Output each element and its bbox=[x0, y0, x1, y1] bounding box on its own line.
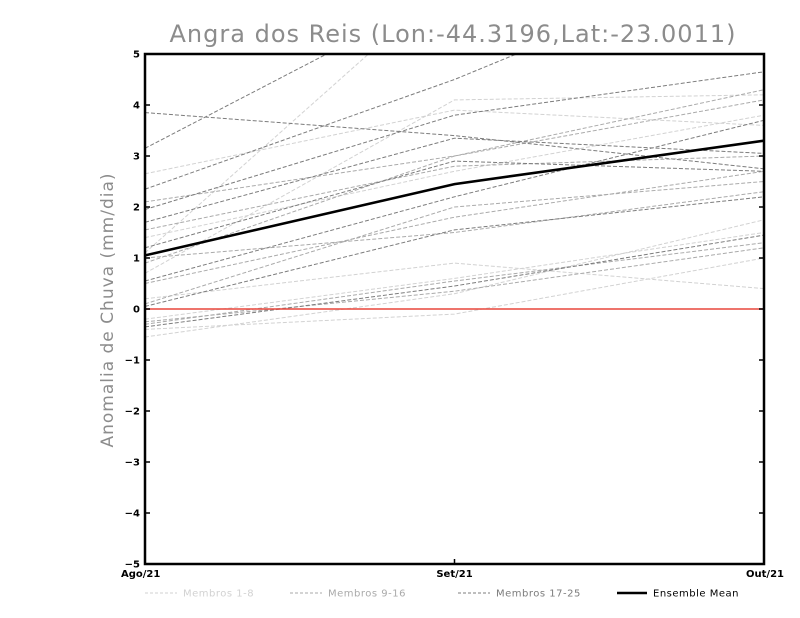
y-tick-label: 5 bbox=[133, 50, 140, 61]
legend-label: Ensemble Mean bbox=[653, 589, 739, 600]
member-line-20 bbox=[145, 71, 764, 210]
y-tick-label: −1 bbox=[125, 356, 140, 367]
member-line-4 bbox=[145, 257, 764, 330]
member-line-13 bbox=[145, 89, 764, 203]
legend: Membros 1-8 Membros 9-16 Membros 17-25 Ense… bbox=[145, 589, 739, 600]
y-tick-label: −5 bbox=[125, 560, 140, 571]
member-line-6 bbox=[145, 262, 764, 300]
member-line-24 bbox=[145, 234, 764, 328]
ensemble-mean-layer bbox=[145, 139, 764, 257]
member-line-16 bbox=[145, 170, 764, 284]
chart-title: Angra dos Reis (Lon:-44.3196,Lat:-23.001… bbox=[170, 20, 737, 48]
member-line-1 bbox=[145, 94, 764, 274]
y-tick-label: −4 bbox=[125, 509, 140, 520]
member-line-15 bbox=[145, 247, 764, 323]
x-tick-label: Out/21 bbox=[746, 569, 784, 580]
series-layer bbox=[145, 54, 764, 338]
legend-label: Membros 1-8 bbox=[183, 589, 254, 600]
y-axis-label: Anomalia de Chuva (mm/dia) bbox=[98, 172, 118, 447]
legend-label: Membros 9-16 bbox=[328, 589, 406, 600]
y-tick-label: 4 bbox=[133, 101, 140, 112]
x-tick-label: Set/21 bbox=[436, 569, 472, 580]
y-tick-label: 0 bbox=[133, 305, 140, 316]
member-line-21 bbox=[145, 137, 764, 223]
legend-label: Membros 17-25 bbox=[496, 589, 581, 600]
y-tick-label: 1 bbox=[133, 254, 140, 265]
y-tick-label: −3 bbox=[125, 458, 140, 469]
member-line-7 bbox=[145, 232, 764, 320]
member-line-25 bbox=[145, 196, 764, 307]
y-ticks: −5 −4 −3 −2 −1 0 1 2 3 4 5 bbox=[125, 50, 764, 571]
member-line-19 bbox=[145, 54, 518, 190]
x-tick-label: Ago/21 bbox=[121, 569, 160, 580]
x-ticks: Ago/21 Set/21 Out/21 bbox=[121, 559, 784, 580]
member-line-12 bbox=[145, 181, 764, 305]
member-line-17 bbox=[145, 54, 328, 149]
member-line-8 bbox=[145, 114, 764, 239]
member-line-18 bbox=[145, 112, 764, 170]
ensemble-mean-line bbox=[145, 139, 764, 257]
member-line-11 bbox=[145, 242, 764, 325]
member-line-22 bbox=[145, 160, 764, 249]
member-line-3 bbox=[145, 219, 764, 338]
y-tick-label: −2 bbox=[125, 407, 140, 418]
y-tick-label: 2 bbox=[133, 203, 140, 214]
y-tick-label: 3 bbox=[133, 152, 140, 163]
member-line-14 bbox=[145, 155, 764, 231]
member-line-5 bbox=[145, 54, 370, 254]
member-line-23 bbox=[145, 119, 764, 282]
member-line-10 bbox=[145, 191, 764, 259]
